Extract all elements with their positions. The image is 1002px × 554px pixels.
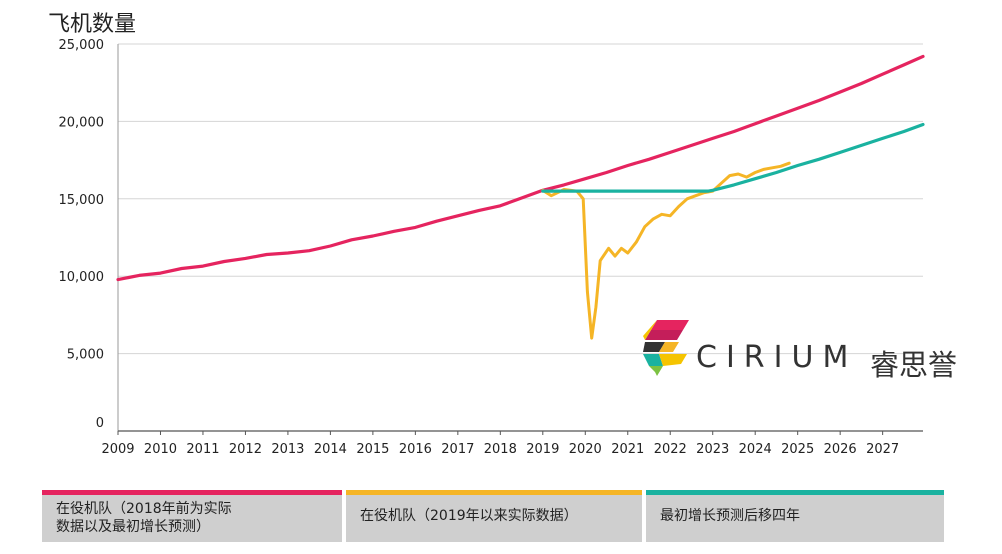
y-tick-label: 20,000 (59, 115, 105, 130)
x-tick-label: 2013 (271, 442, 304, 457)
x-tick-label: 2016 (399, 442, 432, 457)
x-tick-label: 2027 (866, 442, 899, 457)
cirium-logo-icon (643, 320, 689, 376)
y-tick-label: 15,000 (59, 193, 105, 208)
legend-label-3: 最初增长预测后移四年 (660, 508, 800, 524)
x-tick-label: 2017 (441, 442, 474, 457)
legend-item-fleet-pre-2018: 在役机队（2018年前为实际 数据以及最初增长预测） (42, 490, 342, 542)
x-tick-label: 2018 (484, 442, 517, 457)
x-tick-label: 2024 (739, 442, 772, 457)
x-tick-label: 2011 (186, 442, 219, 457)
series-line-3 (541, 122, 925, 193)
legend-item-fleet-since-2019: 在役机队（2019年以来实际数据） (346, 490, 642, 542)
legend-swatch-teal (646, 490, 944, 495)
x-tick-label: 2009 (101, 442, 134, 457)
chart-canvas: 飞机数量 0 5,000 10,000 15,000 20,000 25,000 2009 20… (48, 12, 925, 457)
legend-label-2: 在役机队（2019年以来实际数据） (360, 508, 578, 524)
cirium-logo: CIRIUM 睿思誉 (643, 320, 973, 384)
x-tick-label: 2010 (144, 442, 177, 457)
x-tick-label: 2021 (611, 442, 644, 457)
y-tick-label: 25,000 (59, 38, 105, 53)
series-line-2 (541, 161, 791, 340)
series-line-1 (116, 54, 925, 282)
legend-swatch-yellow (346, 490, 642, 495)
x-tick-label: 2015 (356, 442, 389, 457)
cirium-chinese-name: 睿思誉 (870, 348, 958, 382)
x-tick-label: 2014 (314, 442, 347, 457)
legend-swatch-pink (42, 490, 342, 495)
x-tick-label: 2026 (824, 442, 857, 457)
x-tick-label: 2019 (526, 442, 559, 457)
legend-label-1: 在役机队（2018年前为实际 数据以及最初增长预测） (56, 501, 232, 535)
legend-item-forecast-shifted: 最初增长预测后移四年 (646, 490, 944, 542)
cirium-wordmark: CIRIUM (696, 340, 858, 375)
x-tick-label: 2025 (781, 442, 814, 457)
y-tick-label: 10,000 (59, 270, 105, 285)
x-tick-label: 2020 (569, 442, 602, 457)
chart-title: 飞机数量 (48, 12, 136, 37)
x-tick-label: 2022 (654, 442, 687, 457)
y-tick-label: 5,000 (67, 348, 104, 363)
x-tick-label: 2023 (696, 442, 729, 457)
x-tick-label: 2012 (229, 442, 262, 457)
y-tick-label: 0 (96, 416, 104, 431)
